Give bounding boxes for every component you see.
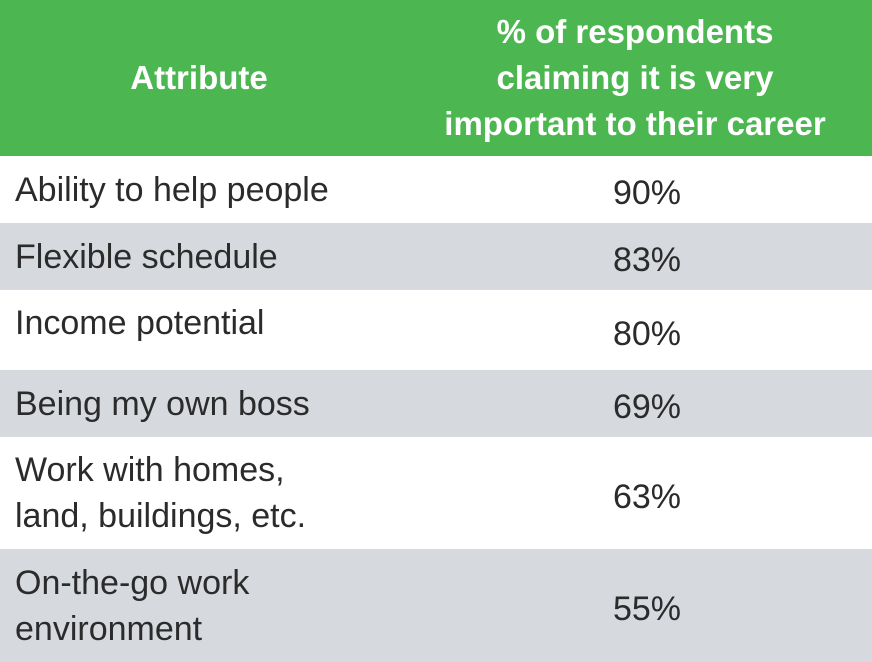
percent-cell: 83% [612, 241, 682, 279]
attribute-cell: Income potential [15, 304, 265, 342]
percent-cell: 80% [612, 314, 682, 353]
percent-cell: 63% [612, 477, 682, 516]
attribute-cell: Being my own boss [15, 384, 310, 423]
table-row: Ability to help people 90% [0, 156, 872, 223]
attribute-cell: On-the-go work environment [15, 563, 250, 648]
percent-cell: 69% [612, 388, 682, 426]
header-percent: % of respondents claiming it is very imp… [444, 13, 826, 142]
attribute-cell: Flexible schedule [15, 237, 278, 276]
table-row: Being my own boss 69% [0, 370, 872, 437]
attribute-cell: Work with homes, land, buildings, etc. [15, 451, 307, 535]
table-header: Attribute % of respondents claiming it i… [0, 0, 872, 156]
table-row: Work with homes, land, buildings, etc. 6… [0, 437, 872, 549]
attribute-cell: Ability to help people [15, 170, 329, 209]
percent-cell: 90% [612, 174, 682, 212]
percent-cell: 55% [612, 590, 682, 628]
header-attribute: Attribute [130, 59, 268, 96]
table-row: Flexible schedule 83% [0, 223, 872, 290]
table-row: Income potential 80% [0, 290, 872, 370]
table-row: On-the-go work environment 55% [0, 549, 872, 662]
